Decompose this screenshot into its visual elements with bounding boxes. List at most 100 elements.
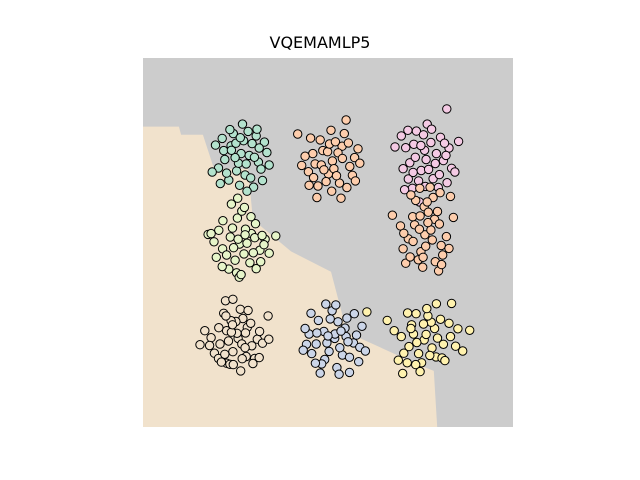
data-point-cluster-5-36 (406, 323, 416, 334)
data-point-cluster-7-20 (223, 336, 234, 346)
data-point-cluster-0-3 (220, 154, 230, 165)
data-point-cluster-1-22 (308, 172, 319, 183)
data-points (195, 104, 475, 379)
data-point-cluster-0-16 (262, 147, 272, 158)
data-point-cluster-3-19 (248, 248, 259, 258)
data-point-cluster-1-10 (315, 135, 325, 145)
data-point-cluster-7-44 (236, 366, 246, 376)
data-point-cluster-6-26 (315, 368, 325, 378)
data-point-cluster-4-25 (444, 243, 454, 254)
data-point-cluster-2-2 (431, 148, 442, 159)
data-point-cluster-7-17 (200, 326, 210, 336)
data-point-cluster-3-40 (271, 231, 281, 241)
data-point-cluster-0-35 (217, 133, 227, 144)
data-point-cluster-5-4 (438, 339, 449, 349)
data-point-cluster-5-39 (398, 368, 408, 379)
data-point-cluster-3-22 (217, 261, 227, 272)
data-point-cluster-0-12 (237, 119, 248, 129)
data-point-cluster-1-28 (343, 138, 354, 148)
data-point-cluster-5-40 (362, 307, 372, 317)
data-point-cluster-0-11 (259, 137, 270, 147)
data-point-cluster-2-13 (401, 143, 411, 153)
data-point-cluster-2-30 (390, 142, 400, 152)
data-point-cluster-0-36 (242, 186, 252, 196)
data-point-cluster-5-28 (444, 318, 454, 328)
data-point-cluster-5-37 (440, 355, 450, 366)
data-point-cluster-0-31 (207, 167, 217, 177)
data-point-cluster-6-3 (311, 339, 321, 349)
data-point-cluster-5-31 (411, 309, 421, 319)
data-point-cluster-7-43 (227, 320, 238, 330)
data-point-cluster-6-41 (298, 345, 308, 355)
data-point-cluster-3-16 (256, 257, 266, 267)
data-point-cluster-3-25 (264, 248, 274, 258)
data-point-cluster-1-35 (355, 158, 365, 168)
data-point-cluster-3-13 (214, 225, 224, 236)
data-point-cluster-5-41 (465, 325, 475, 335)
data-point-cluster-4-32 (415, 211, 425, 221)
data-point-cluster-1-15 (313, 181, 323, 191)
data-point-cluster-6-35 (306, 308, 316, 318)
data-point-cluster-2-22 (403, 174, 413, 184)
data-point-cluster-4-34 (425, 182, 435, 192)
data-point-cluster-4-1 (420, 230, 430, 240)
data-point-cluster-2-32 (439, 138, 450, 148)
data-point-cluster-3-35 (218, 216, 228, 226)
data-point-cluster-3-39 (236, 269, 246, 280)
data-point-cluster-5-25 (453, 324, 463, 334)
data-point-cluster-4-40 (435, 188, 445, 198)
data-point-cluster-6-30 (331, 300, 341, 310)
data-point-cluster-0-39 (235, 133, 246, 143)
data-point-cluster-2-24 (418, 130, 429, 140)
data-point-cluster-3-14 (245, 258, 255, 268)
data-point-cluster-4-26 (418, 262, 428, 272)
data-point-cluster-6-28 (349, 309, 359, 319)
data-point-cluster-0-24 (230, 152, 240, 163)
data-point-cluster-6-29 (321, 299, 331, 309)
data-point-cluster-5-38 (415, 366, 425, 377)
data-point-cluster-5-22 (402, 358, 412, 368)
data-point-cluster-1-9 (339, 128, 349, 139)
data-point-cluster-4-24 (414, 224, 425, 234)
data-point-cluster-7-40 (216, 357, 227, 367)
data-point-cluster-4-23 (427, 235, 437, 245)
data-point-cluster-0-5 (231, 166, 242, 176)
data-point-cluster-6-21 (335, 343, 345, 353)
data-point-cluster-1-38 (293, 129, 303, 139)
data-point-cluster-3-31 (233, 193, 243, 203)
data-point-cluster-0-27 (234, 180, 245, 191)
data-point-cluster-6-13 (307, 348, 317, 359)
data-point-cluster-3-36 (240, 230, 250, 240)
data-point-cluster-7-30 (228, 294, 238, 304)
data-point-cluster-6-25 (357, 321, 367, 331)
data-point-cluster-4-28 (423, 207, 433, 217)
data-point-cluster-0-13 (219, 145, 229, 156)
data-point-cluster-2-39 (442, 104, 452, 114)
data-point-cluster-6-37 (312, 328, 322, 338)
data-point-cluster-1-25 (353, 144, 363, 154)
data-point-cluster-4-18 (421, 241, 431, 251)
data-point-cluster-7-23 (240, 328, 251, 338)
data-point-cluster-2-7 (398, 164, 408, 174)
data-point-cluster-2-33 (408, 167, 418, 178)
data-point-cluster-5-20 (412, 337, 422, 348)
data-point-cluster-4-22 (401, 258, 411, 268)
data-point-cluster-4-20 (408, 236, 418, 247)
data-point-cluster-2-21 (423, 164, 434, 175)
data-point-cluster-6-19 (344, 352, 355, 362)
data-point-cluster-0-26 (215, 178, 226, 189)
data-point-cluster-5-7 (396, 331, 406, 342)
data-point-cluster-7-38 (264, 334, 274, 344)
data-point-cluster-2-18 (421, 154, 431, 165)
data-point-cluster-1-39 (341, 115, 351, 125)
data-point-cluster-7-31 (248, 358, 258, 369)
data-point-cluster-7-33 (237, 354, 247, 364)
data-point-cluster-4-16 (438, 250, 448, 260)
data-point-cluster-0-14 (246, 173, 256, 183)
data-point-cluster-0-34 (254, 143, 264, 153)
data-point-cluster-1-33 (336, 193, 346, 203)
data-point-cluster-1-31 (297, 160, 307, 171)
data-point-cluster-6-24 (325, 314, 335, 324)
data-point-cluster-6-39 (343, 337, 353, 347)
data-point-cluster-5-33 (402, 308, 413, 318)
